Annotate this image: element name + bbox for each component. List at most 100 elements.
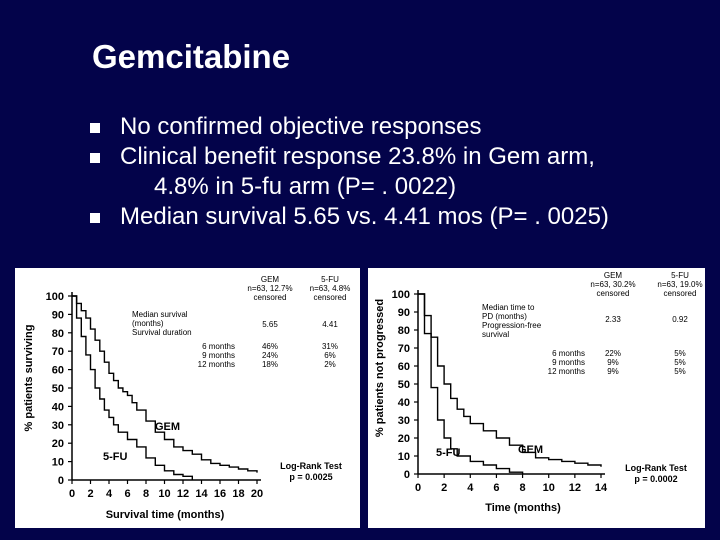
bullet-list: No confirmed objective responses Clinica… [90,112,710,232]
x-tick-label: 2 [441,482,447,494]
legend-value-gem: 9% [607,358,619,367]
legend-row-label: Progression-free [482,321,542,330]
series-line-5fu [418,293,524,474]
log-rank-test-label: Log-Rank Test [280,461,342,471]
x-tick-label: 6 [124,488,130,500]
bullet-item: Median survival 5.65 vs. 4.41 mos (P= . … [90,202,710,232]
bullet-continuation: 4.8% in 5-fu arm (P= . 0022) [154,173,457,200]
y-tick-label: 60 [52,365,64,377]
legend-value-5fu: 5% [674,349,686,358]
bullet-item: No confirmed objective responses [90,112,710,142]
y-axis-label: % patients surviving [23,325,35,432]
legend-value-gem: 18% [262,360,278,369]
legend-value-5fu: 4.41 [322,320,338,329]
legend-value-5fu: 31% [322,342,338,351]
x-tick-label: 14 [195,488,208,500]
y-tick-label: 70 [398,343,410,355]
series-label-gem: GEM [155,421,180,433]
bullet-text: No confirmed objective responses [120,113,482,140]
legend-row-label: 9 months [552,358,585,367]
x-tick-label: 18 [232,488,244,500]
series-label-gem: GEM [518,444,543,456]
series-label-5fu: 5-FU [436,447,461,459]
y-tick-label: 90 [398,307,410,319]
y-tick-label: 10 [52,457,64,469]
legend-header-gem: GEM [604,271,623,280]
x-tick-label: 10 [543,482,555,494]
y-tick-label: 20 [52,438,64,450]
legend-header-5fu: censored [664,289,697,298]
legend-row-label: survival [482,330,509,339]
x-tick-label: 0 [69,488,75,500]
y-axis-label: % patients not progressed [374,299,386,437]
x-tick-label: 2 [87,488,93,500]
log-rank-test-label: p = 0.0025 [289,472,332,482]
x-tick-label: 10 [158,488,170,500]
log-rank-test-label: p = 0.0002 [634,474,677,484]
log-rank-test-label: Log-Rank Test [625,463,687,473]
legend-row-label: Median time to [482,303,535,312]
bullet-text: Clinical benefit response 23.8% in Gem a… [120,143,595,170]
x-tick-label: 4 [467,482,474,494]
x-tick-label: 6 [493,482,499,494]
legend-header-5fu: censored [314,293,347,302]
legend-value-5fu: 5% [674,367,686,376]
y-tick-label: 0 [58,475,64,487]
legend-header-5fu: 5-FU [671,271,689,280]
y-tick-label: 100 [392,289,410,301]
square-bullet-icon [90,153,100,163]
x-tick-label: 8 [520,482,526,494]
y-tick-label: 40 [398,397,410,409]
legend-value-gem: 24% [262,351,278,360]
legend-row-label: 12 months [548,367,585,376]
y-tick-label: 80 [398,325,410,337]
y-tick-label: 40 [52,401,64,413]
legend-value-gem: 2.33 [605,315,621,324]
x-tick-label: 8 [143,488,149,500]
legend-value-gem: 5.65 [262,320,278,329]
y-tick-label: 0 [404,469,410,481]
y-tick-label: 10 [398,451,410,463]
series-line-gem [72,295,258,473]
legend-row-label: 6 months [552,349,585,358]
legend-value-gem: 9% [607,367,619,376]
series-line-5fu [72,295,193,480]
series-line-gem [418,293,602,467]
x-tick-label: 20 [251,488,263,500]
y-tick-label: 60 [398,361,410,373]
legend-header-gem: n=63, 30.2% [590,280,635,289]
x-tick-label: 14 [595,482,608,494]
x-tick-label: 12 [177,488,189,500]
legend-header-5fu: n=63, 19.0% [657,280,702,289]
y-tick-label: 20 [398,433,410,445]
x-axis-label: Survival time (months) [106,509,225,521]
y-tick-label: 100 [46,291,64,303]
survival-chart-panel: 0 10 20 30 40 50 60 70 80 90 100 0 2 4 6 8 10 12 14 16 18 20 S… [15,268,360,528]
x-axis-label: Time (months) [485,502,561,514]
legend-header-gem: GEM [261,275,280,284]
bullet-item: Clinical benefit response 23.8% in Gem a… [90,142,710,202]
legend-row-label: 12 months [198,360,235,369]
y-tick-label: 90 [52,309,64,321]
legend-value-5fu: 6% [324,351,336,360]
x-tick-label: 16 [214,488,226,500]
legend-value-5fu: 0.92 [672,315,688,324]
progression-chart-panel: 0 10 20 30 40 50 60 70 80 90 100 0 2 4 6 8 10 12 14 Time (m… [368,268,705,528]
legend-row-label: Median survival [132,310,188,319]
legend-value-5fu: 5% [674,358,686,367]
legend-row-label: PD (months) [482,312,527,321]
legend-row-label: 9 months [202,351,235,360]
x-tick-label: 0 [415,482,421,494]
series-label-5fu: 5-FU [103,451,128,463]
x-tick-label: 12 [569,482,581,494]
y-tick-label: 30 [52,420,64,432]
slide-title: Gemcitabine [92,38,291,75]
y-tick-label: 30 [398,415,410,427]
legend-value-gem: 46% [262,342,278,351]
y-tick-label: 80 [52,328,64,340]
legend-header-5fu: n=63, 4.8% [310,284,351,293]
y-tick-label: 50 [398,379,410,391]
y-tick-label: 50 [52,383,64,395]
x-tick-label: 4 [106,488,113,500]
